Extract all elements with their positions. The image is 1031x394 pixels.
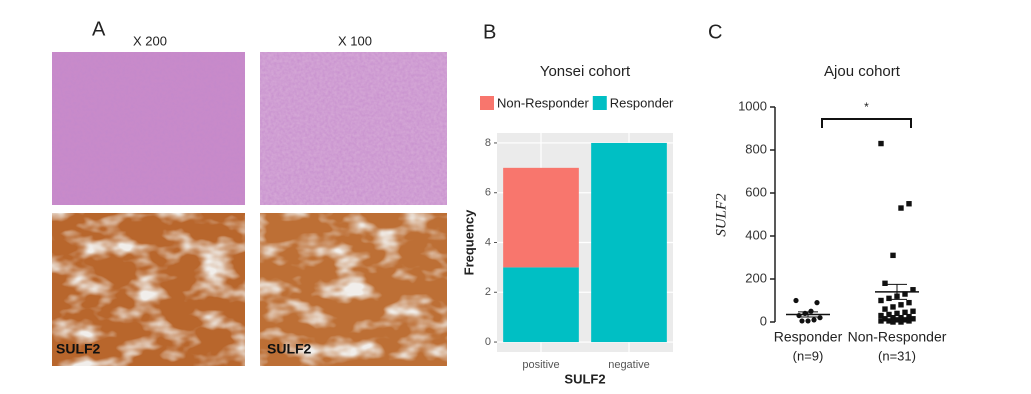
- chart-title: Ajou cohort: [824, 63, 901, 80]
- point: [811, 317, 817, 323]
- x-tick-sublabel: (n=9): [793, 348, 824, 363]
- point: [886, 295, 892, 302]
- stain-label: SULF2: [56, 341, 101, 357]
- legend-label: Responder: [610, 95, 674, 110]
- point: [898, 205, 904, 211]
- ihc-texture: [260, 213, 447, 366]
- y-tick-label: 600: [745, 184, 767, 199]
- he-texture: [260, 52, 447, 205]
- x-tick-label: positive: [522, 359, 559, 371]
- point: [902, 309, 908, 316]
- point: [906, 299, 912, 306]
- point: [878, 318, 884, 324]
- legend-swatch: [480, 96, 494, 110]
- point: [902, 291, 908, 297]
- y-axis-title: Frequency: [461, 209, 476, 276]
- point: [882, 316, 888, 322]
- ihc-texture: [52, 213, 245, 366]
- point: [882, 306, 888, 312]
- x-tick-label: negative: [608, 359, 650, 371]
- point: [898, 302, 904, 308]
- point: [902, 317, 908, 323]
- point: [906, 318, 912, 324]
- point: [910, 316, 916, 322]
- point: [878, 297, 884, 304]
- y-tick-label: 1000: [738, 98, 767, 113]
- magnification: X 200: [133, 33, 167, 48]
- point: [808, 308, 814, 314]
- panel-label: A: [92, 18, 106, 40]
- significance-bracket: [821, 118, 912, 128]
- point: [886, 311, 892, 318]
- y-tick-label: 800: [745, 141, 767, 156]
- bar-segment: [503, 267, 579, 343]
- magnification: X 100: [338, 33, 372, 48]
- panel-label: C: [708, 21, 722, 43]
- panel-label: B: [483, 21, 496, 43]
- point: [814, 300, 820, 306]
- point: [906, 201, 912, 207]
- x-tick-label: Non-Responder: [848, 329, 947, 345]
- point: [898, 315, 904, 321]
- chart-title: Yonsei cohort: [540, 63, 631, 80]
- y-tick-label: 0: [760, 313, 767, 328]
- y-tick-label: 8: [485, 137, 491, 149]
- x-tick-sublabel: (n=31): [878, 348, 916, 363]
- point: [886, 318, 892, 324]
- bar-segment: [591, 142, 667, 343]
- point: [906, 313, 912, 320]
- point: [890, 252, 896, 259]
- point: [805, 318, 811, 324]
- point: [910, 308, 916, 314]
- he-texture: [52, 52, 245, 205]
- point: [898, 319, 904, 325]
- bar-segment: [503, 167, 579, 268]
- legend-swatch: [592, 96, 607, 110]
- y-tick-label: 0: [485, 336, 491, 348]
- y-tick-label: 4: [485, 236, 491, 248]
- significance-label: *: [864, 100, 869, 114]
- point: [894, 317, 900, 323]
- point: [817, 315, 823, 321]
- point: [882, 280, 888, 286]
- point: [890, 319, 896, 325]
- point: [878, 312, 884, 319]
- y-tick-label: 200: [745, 270, 767, 285]
- point: [894, 310, 900, 317]
- micrographs: [52, 52, 447, 366]
- point: [890, 304, 896, 310]
- point: [799, 318, 805, 324]
- legend-label: Non-Responder: [497, 95, 589, 110]
- x-tick-label: Responder: [774, 329, 843, 345]
- y-tick-label: 400: [745, 227, 767, 242]
- stain-label: SULF2: [267, 341, 312, 357]
- point: [910, 287, 916, 293]
- point: [890, 315, 896, 321]
- y-tick-label: 6: [485, 187, 491, 199]
- y-axis-title: SULF2: [713, 193, 729, 237]
- x-axis-title: SULF2: [564, 371, 605, 386]
- point: [793, 297, 799, 304]
- point: [878, 140, 884, 147]
- y-tick-label: 2: [485, 286, 491, 298]
